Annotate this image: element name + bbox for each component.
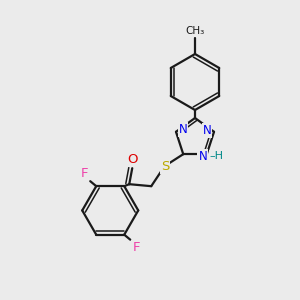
Text: N: N — [202, 124, 211, 137]
Text: –H: –H — [210, 151, 224, 161]
Text: CH₃: CH₃ — [185, 26, 205, 36]
Text: F: F — [80, 167, 88, 180]
Text: N: N — [178, 123, 188, 136]
Text: O: O — [127, 153, 137, 166]
Text: S: S — [161, 160, 170, 173]
Text: F: F — [133, 241, 140, 254]
Text: N: N — [198, 150, 207, 163]
